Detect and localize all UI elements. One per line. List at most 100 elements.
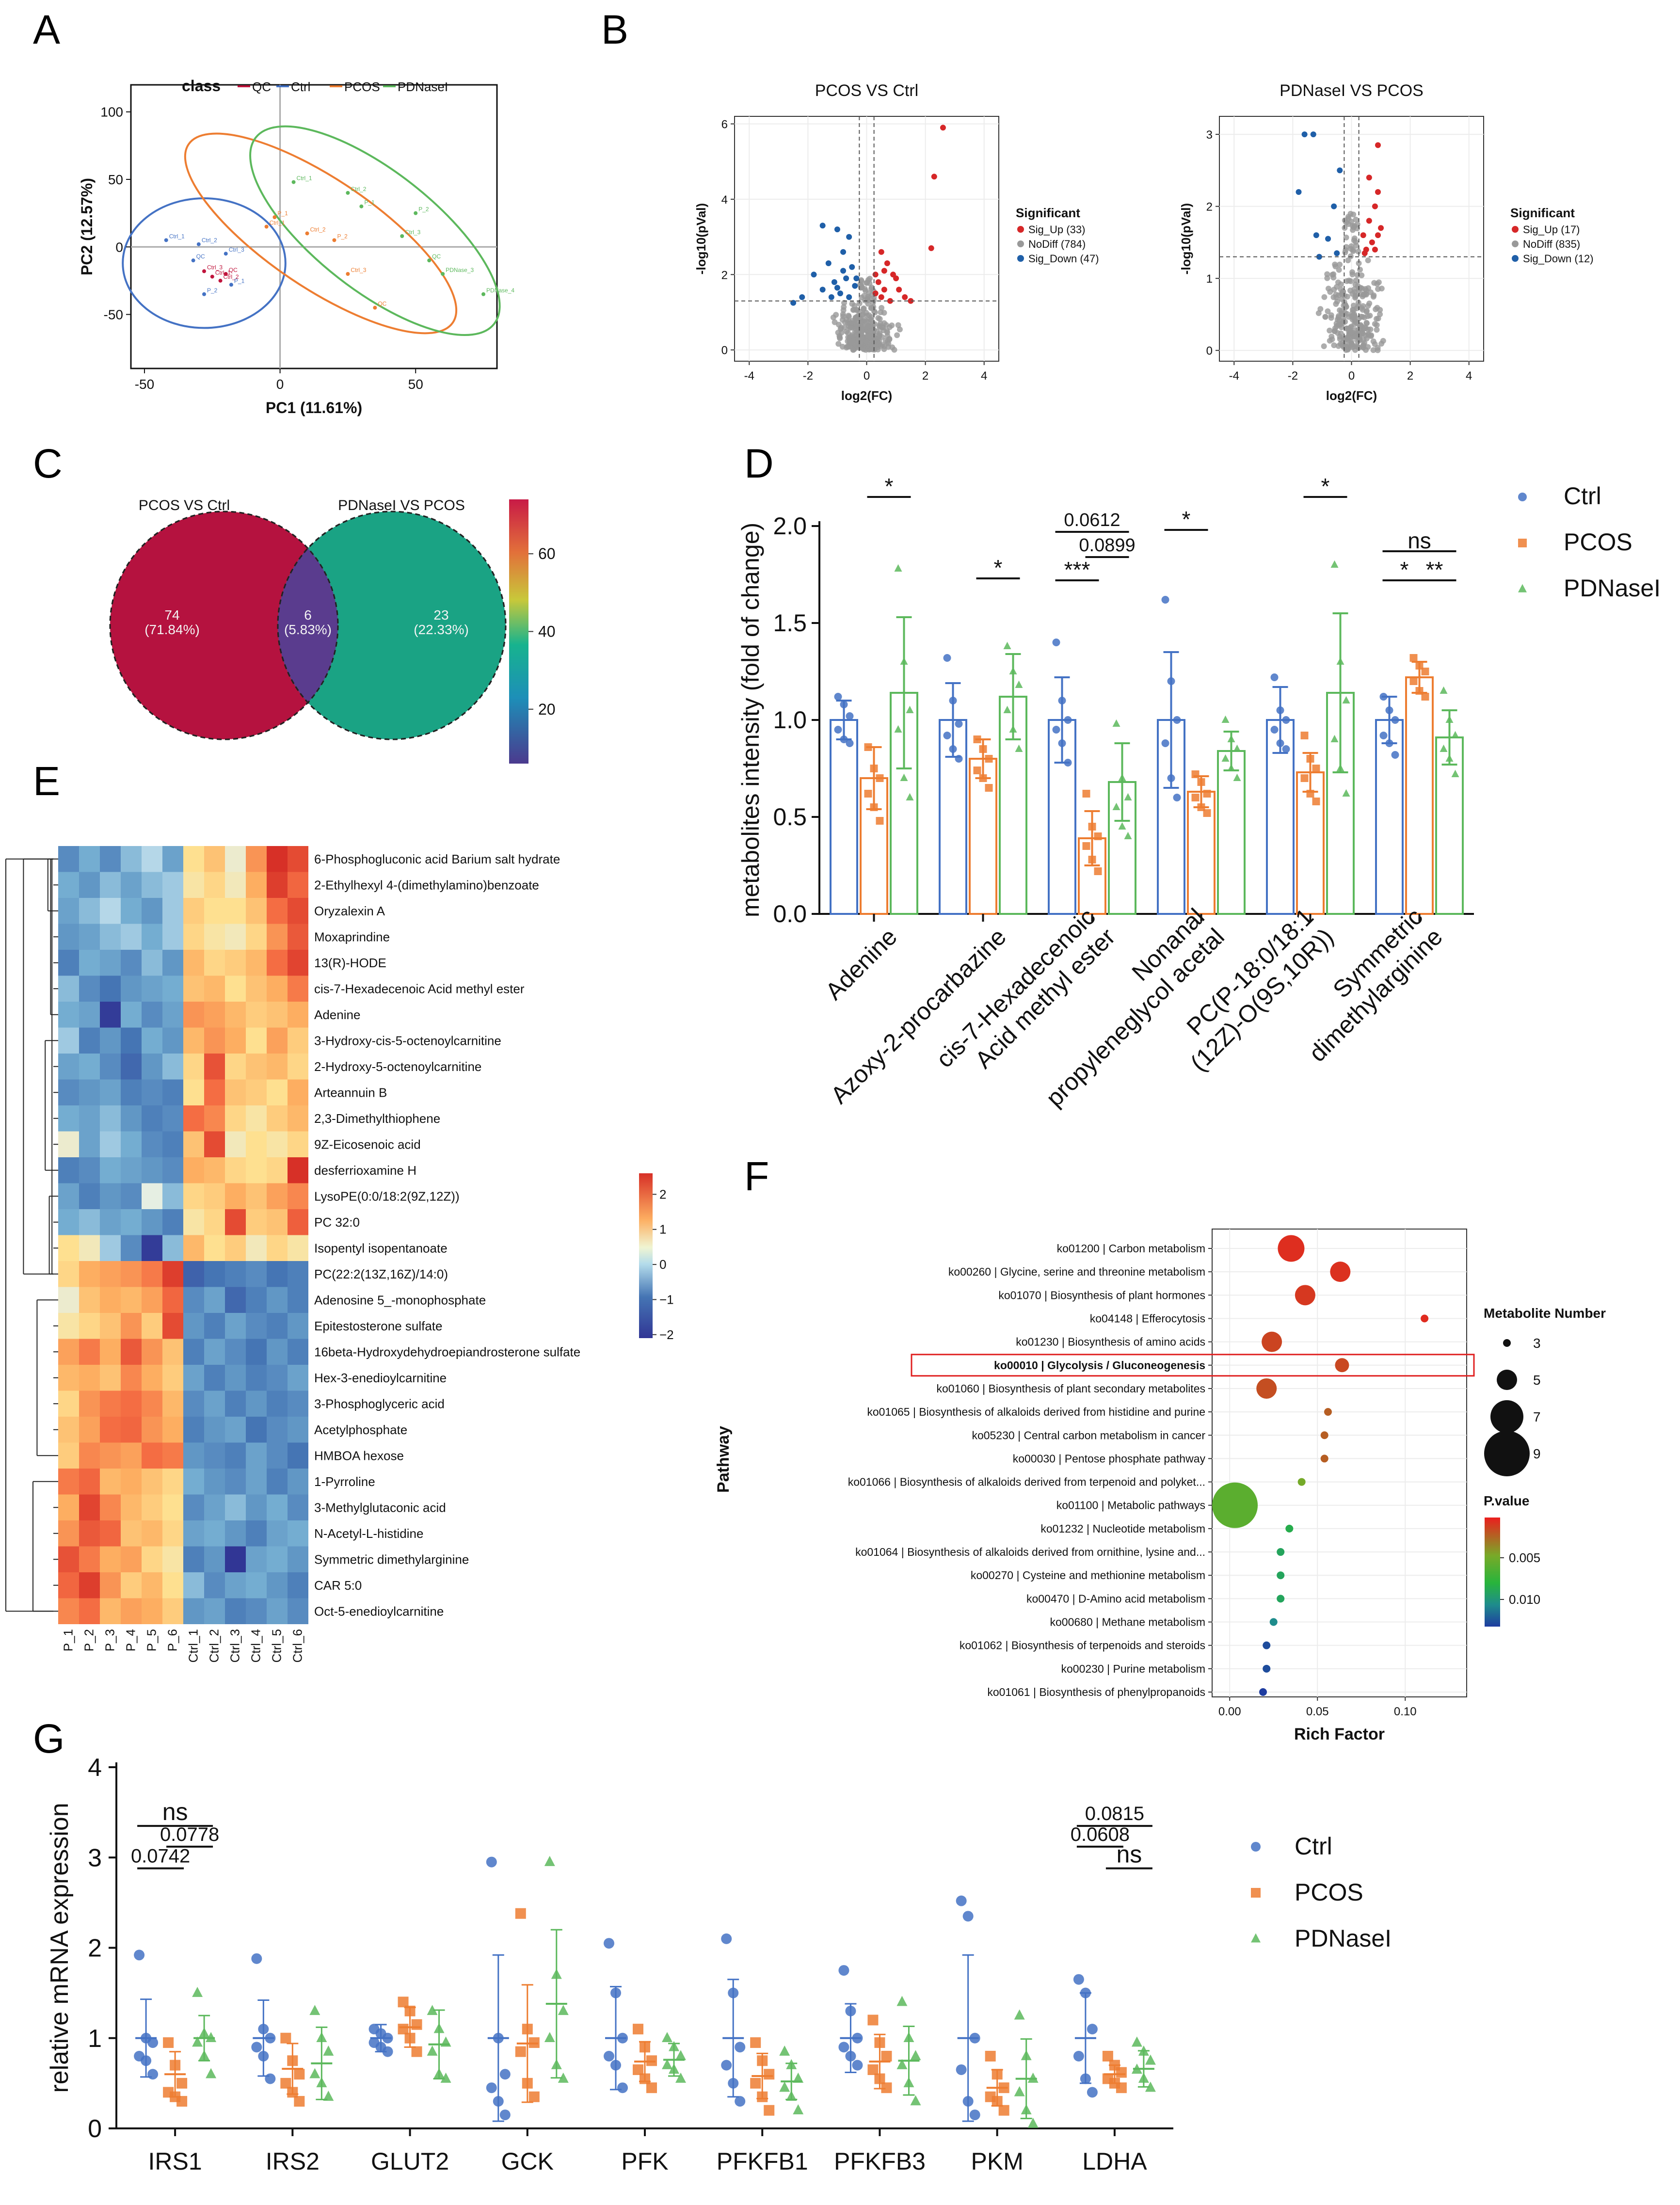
heatmap-cell	[225, 1313, 246, 1339]
bar-point	[1440, 686, 1448, 694]
heatmap-cell	[58, 1105, 79, 1132]
mrna-sig-label: ns	[162, 1798, 188, 1825]
heatmap-cell	[142, 1157, 162, 1183]
volcano-legend-title: Significant	[1510, 206, 1575, 220]
bar-point	[906, 793, 914, 800]
heatmap-cell	[225, 898, 246, 924]
venn-right-outline	[277, 511, 507, 740]
heatmap-row-label: Oct-5-enedioylcarnitine	[314, 1604, 444, 1618]
enrich-point	[1421, 1314, 1429, 1323]
enrich-x-axis-label: Rich Factor	[1294, 1725, 1385, 1743]
bar-point	[955, 720, 963, 728]
heatmap-cell	[79, 898, 100, 924]
heatmap-cell	[162, 1598, 183, 1624]
volcano-point-nodiff	[1362, 324, 1368, 331]
mrna-point	[528, 2037, 540, 2048]
bar-ytick-label: 0.5	[773, 803, 807, 831]
heatmap-cell	[225, 1105, 246, 1132]
pca-point	[305, 231, 309, 236]
enrich-point	[1212, 1482, 1258, 1528]
heatmap-cell	[58, 1469, 79, 1495]
heatmap-cell	[267, 1520, 288, 1547]
mrna-point	[956, 1895, 967, 1906]
heatmap-cell	[79, 924, 100, 950]
heatmap-cell	[142, 1390, 162, 1417]
mrna-point	[558, 2072, 569, 2083]
heatmap-cell	[183, 1183, 204, 1209]
volcano-point-nodiff	[868, 314, 875, 320]
volcano-point-nodiff	[1335, 279, 1341, 286]
mrna-point	[998, 2105, 1009, 2116]
volcano-point-nodiff	[1343, 244, 1349, 250]
bar	[1405, 676, 1434, 915]
heatmap-cell	[267, 950, 288, 976]
mrna-point	[440, 2036, 451, 2047]
heatmap-cell	[100, 1546, 121, 1572]
heatmap-cell	[79, 1235, 100, 1261]
heatmap-cell	[79, 1572, 100, 1598]
bar-point	[1173, 794, 1181, 801]
mrna-point	[845, 2005, 856, 2016]
heatmap-cell	[204, 1494, 225, 1520]
heatmap-cell	[246, 1105, 267, 1132]
volcano-point-nodiff	[1315, 310, 1322, 316]
heatmap-cell	[204, 1105, 225, 1132]
mrna-point	[163, 2037, 174, 2048]
heatmap-cell	[267, 872, 288, 898]
volcano-point-down	[846, 234, 852, 240]
heatmap-cell	[267, 1261, 288, 1287]
volcano-point-nodiff	[1343, 234, 1349, 240]
pca-legend-label: Ctrl	[291, 80, 310, 94]
mrna-point	[316, 2077, 327, 2088]
pca-point	[272, 215, 277, 219]
mrna-point	[793, 2072, 804, 2083]
bar-legend-swatch	[1518, 493, 1527, 501]
heatmap-cell	[183, 1157, 204, 1183]
heatmap-cell	[204, 1520, 225, 1547]
heatmap-cell	[142, 1002, 162, 1028]
heatmap-cell	[183, 1546, 204, 1572]
volcano-point-nodiff	[1321, 294, 1328, 300]
heatmap-cell	[288, 1261, 308, 1287]
mrna-point	[1027, 2072, 1039, 2083]
mrna-legend-swatch	[1251, 1842, 1261, 1852]
venn-colorbar-label: 20	[538, 701, 556, 718]
volcano-ytick-label: 2	[721, 269, 728, 282]
heatmap-cell	[100, 1469, 121, 1495]
bar-point	[1451, 731, 1459, 738]
heatmap-cell	[79, 1131, 100, 1157]
mrna-point	[969, 2032, 980, 2044]
heatmap-cell	[288, 898, 308, 924]
heatmap-cell	[183, 1572, 204, 1598]
bar-legend-swatch	[1518, 584, 1527, 592]
bar-point	[1300, 774, 1309, 782]
heatmap-cell	[58, 924, 79, 950]
volcano-point-down	[840, 249, 847, 255]
mrna-point	[493, 2032, 504, 2044]
pca-point-label: QC	[229, 267, 238, 273]
heatmap-cell	[246, 1054, 267, 1080]
heatmap-row-label: LysoPE(0:0/18:2(9Z,12Z))	[314, 1189, 460, 1203]
volcano-plot-pdnase-vs-pcos: -4 -2 0 2 4 0 1 2 3 PDNaseI VS PCOS log2(FC) -log10…	[1179, 81, 1594, 403]
bar-point	[900, 657, 908, 665]
heatmap-cell	[142, 1183, 162, 1209]
mrna-point	[544, 1855, 555, 1866]
heatmap-cell	[267, 924, 288, 950]
enrich-pathway-label: ko00260 | Glycine, serine and threonine …	[948, 1265, 1205, 1278]
mrna-point	[728, 1987, 739, 1998]
bar-legend-swatch	[1518, 539, 1527, 547]
volcano-point-up	[940, 125, 946, 131]
heatmap-cell	[100, 1287, 121, 1313]
mrna-point	[910, 2095, 921, 2106]
mrna-category-label: GLUT2	[371, 2148, 449, 2175]
bar-point	[864, 743, 872, 751]
volcano-point-nodiff	[1354, 272, 1360, 278]
metabolite-heatmap: 6-Phosphogluconic acid Barium salt hydra…	[5, 846, 674, 1662]
heatmap-cell	[267, 1131, 288, 1157]
bar-legend-label: Ctrl	[1564, 482, 1601, 510]
mrna-point	[170, 2060, 181, 2071]
volcano-point-nodiff	[1371, 292, 1377, 299]
volcano-title: PDNaseI VS PCOS	[1280, 81, 1424, 100]
heatmap-cell	[121, 1442, 142, 1469]
volcano-point-nodiff	[886, 336, 893, 343]
